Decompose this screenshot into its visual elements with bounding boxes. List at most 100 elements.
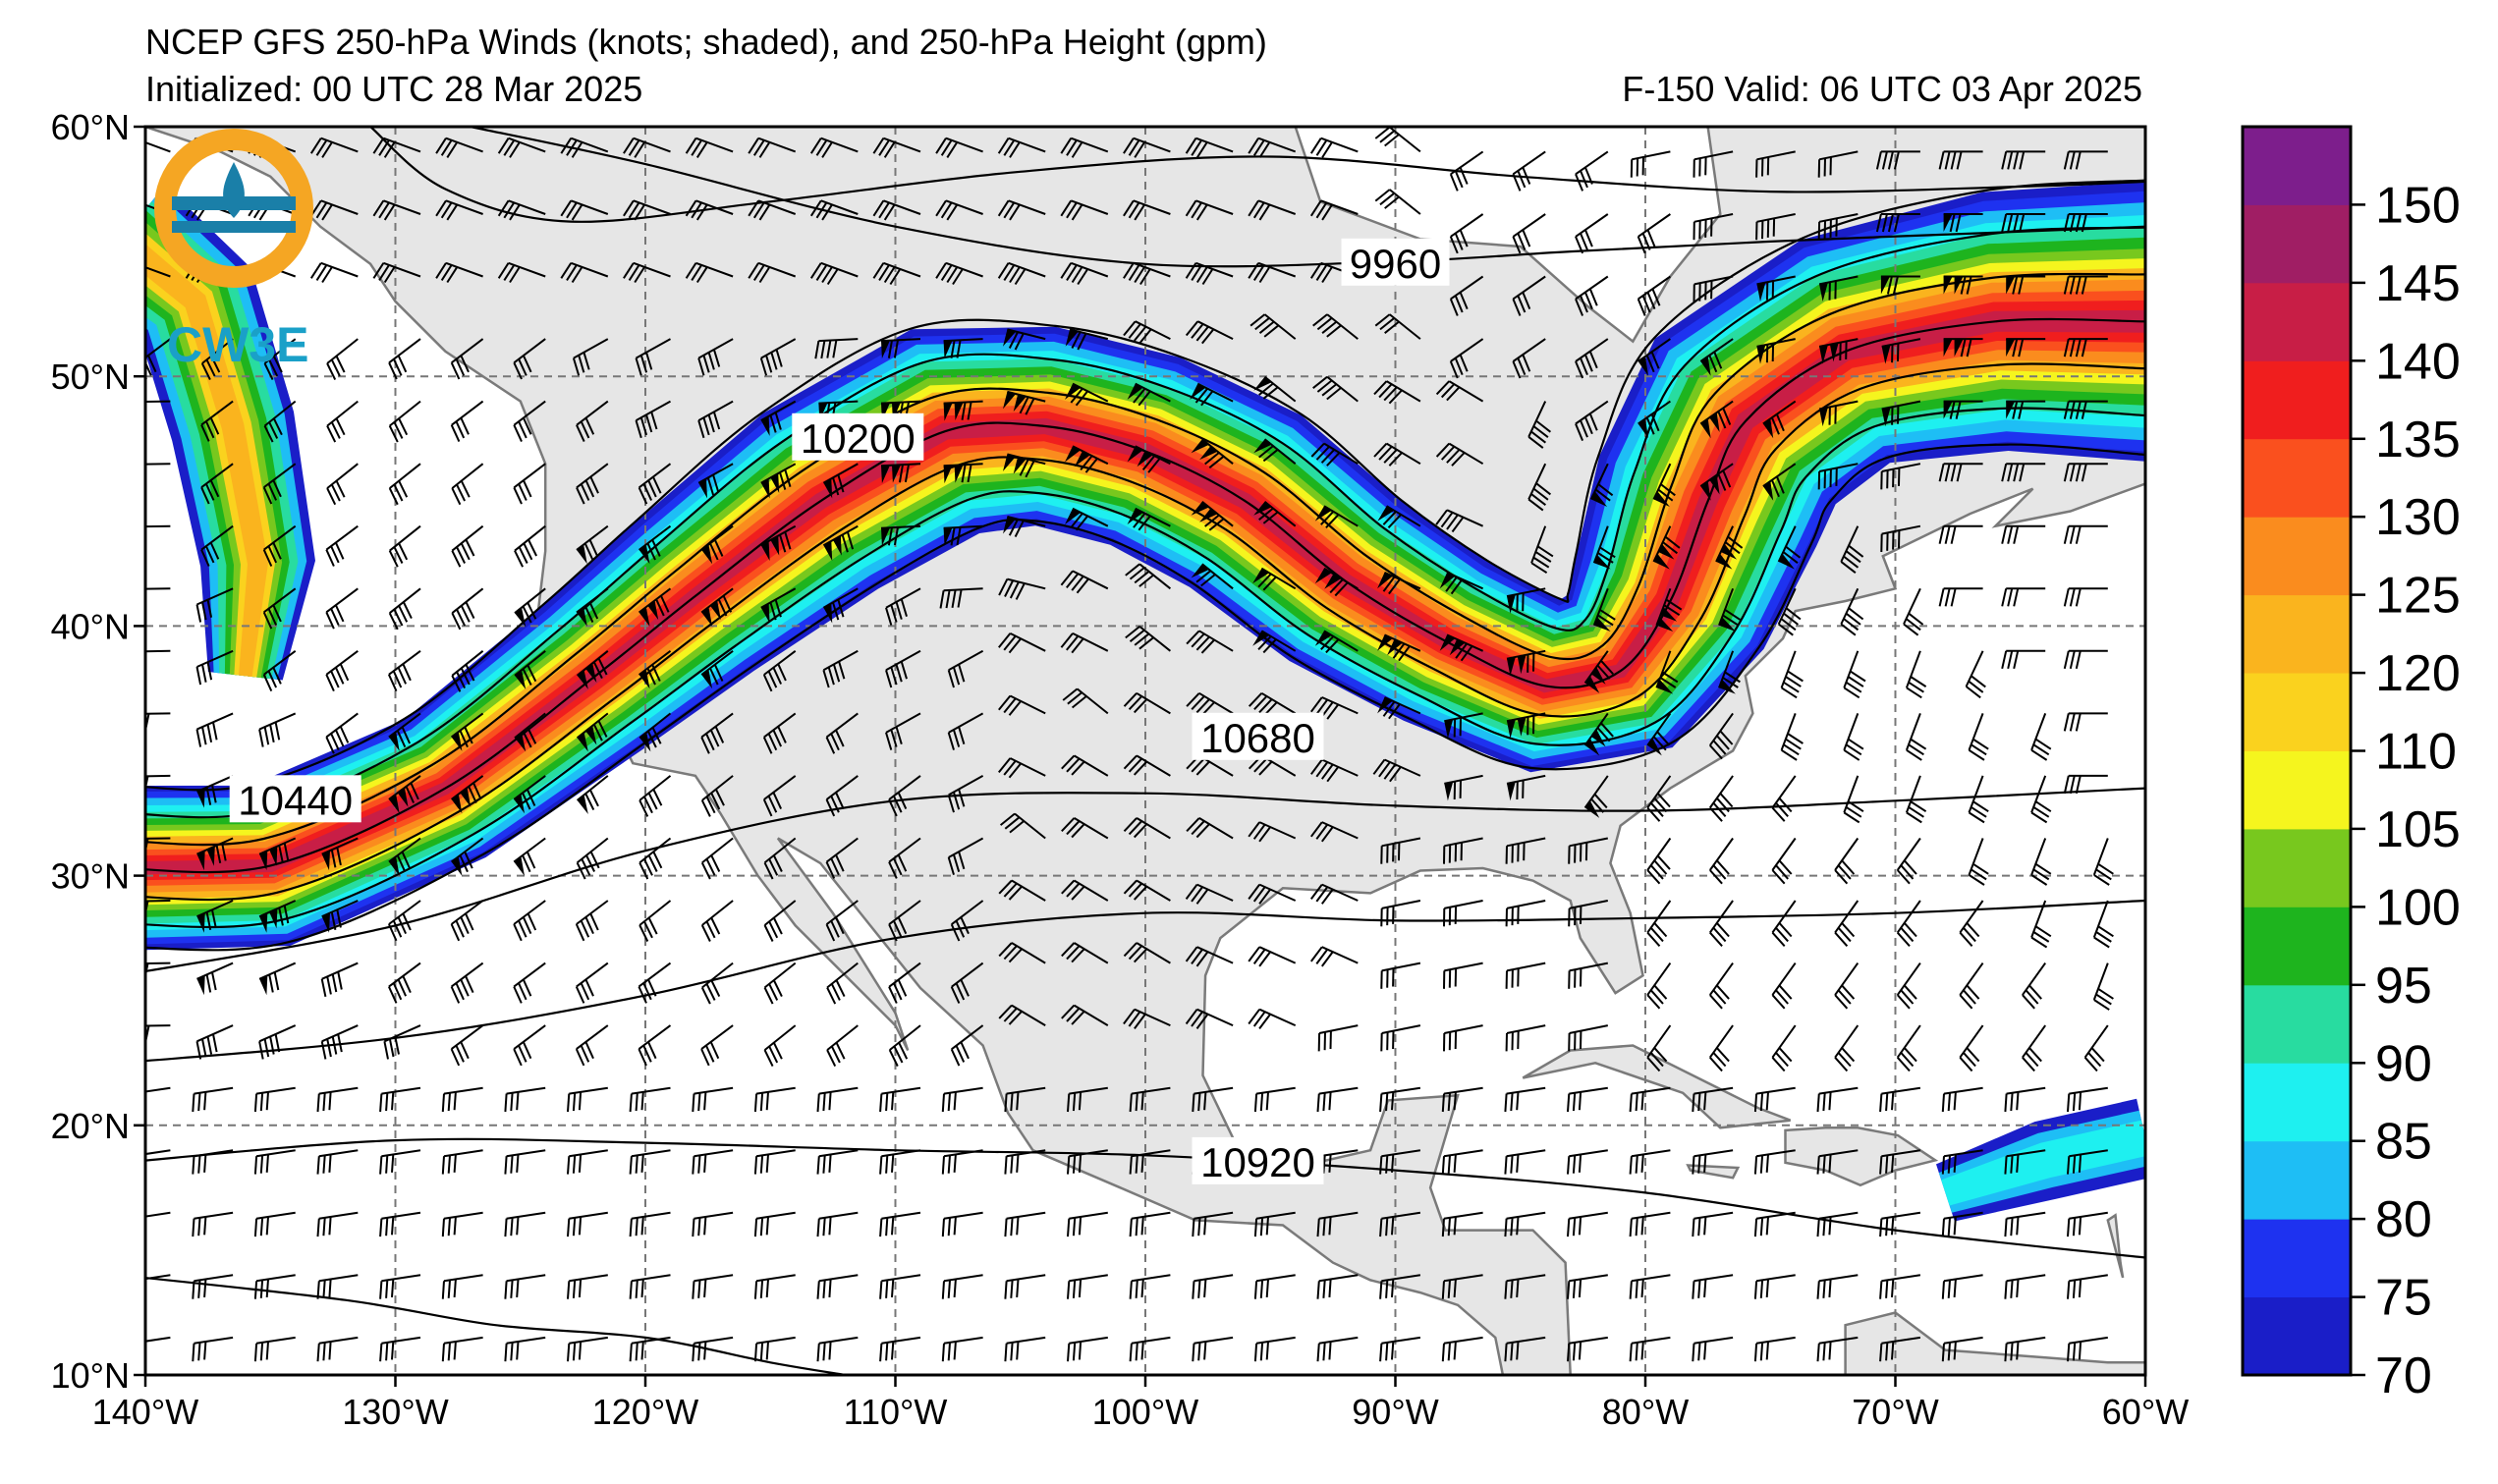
wind-barb xyxy=(1879,1274,1921,1299)
wind-barb xyxy=(497,261,546,284)
wind-barb xyxy=(1379,1149,1421,1175)
colorbar-swatch xyxy=(2243,828,2351,907)
wind-barb xyxy=(196,962,234,996)
wind-barb xyxy=(1312,313,1359,340)
wind-barb xyxy=(1253,375,1297,403)
wind-barb xyxy=(638,1024,672,1067)
wind-barb xyxy=(826,1024,859,1068)
wind-barb xyxy=(1449,275,1484,316)
wind-barb xyxy=(326,400,359,443)
wind-barb xyxy=(145,1336,171,1343)
wind-barb xyxy=(1568,837,1608,864)
wind-barb xyxy=(1905,775,1927,824)
wind-barb xyxy=(388,775,421,814)
wind-barb xyxy=(1310,442,1359,467)
colorbar-label: 140 xyxy=(2375,333,2461,390)
wind-barb xyxy=(1185,1008,1234,1029)
wind-barb xyxy=(1374,127,1421,153)
wind-barb xyxy=(1880,275,1920,295)
wind-barb xyxy=(888,1024,921,1068)
wind-barb xyxy=(450,338,484,380)
contour-label: 10680 xyxy=(1192,712,1324,761)
wind-barb xyxy=(2004,1211,2046,1237)
wind-barb xyxy=(1896,962,1921,1010)
wind-barb xyxy=(435,137,483,158)
wind-barb xyxy=(2063,712,2108,732)
wind-barb xyxy=(1505,900,1546,927)
wind-barb xyxy=(1004,1336,1046,1362)
wind-barb xyxy=(1248,137,1297,158)
wind-barb xyxy=(2022,1024,2047,1072)
wind-barb xyxy=(1843,713,1864,761)
wind-barb xyxy=(1575,275,1609,316)
wind-barb xyxy=(825,900,859,942)
colorbar-swatch xyxy=(2243,517,2351,596)
wind-barb xyxy=(1530,525,1554,575)
wind-barb xyxy=(1905,650,1927,699)
wind-barb xyxy=(1067,1149,1108,1175)
contour-label: 9960 xyxy=(1341,238,1450,287)
wind-barb xyxy=(514,524,546,568)
wind-barb xyxy=(192,1211,234,1237)
wind-barb xyxy=(200,338,234,381)
wind-barb xyxy=(1372,758,1421,783)
wind-barb xyxy=(1879,1211,1921,1237)
wind-barb xyxy=(1127,507,1171,531)
wind-barb xyxy=(1638,338,1671,376)
wind-barb xyxy=(2022,962,2047,1010)
lon-tick-label: 90°W xyxy=(1352,1392,1438,1432)
lat-tick-label: 50°N xyxy=(51,357,130,397)
wind-barb xyxy=(258,900,297,933)
wind-barb xyxy=(1880,463,1921,490)
cw3e-logo: CW3E xyxy=(154,129,313,372)
wind-barb xyxy=(560,199,609,221)
wind-barb xyxy=(1755,213,1796,241)
wind-barb xyxy=(451,463,484,506)
colorbar-swatch xyxy=(2243,1140,2351,1220)
wind-barb xyxy=(1185,883,1234,905)
wind-barb xyxy=(998,694,1046,716)
wind-barb xyxy=(513,775,546,814)
wind-barb xyxy=(762,712,797,754)
wind-barb xyxy=(1777,587,1802,636)
wind-barb xyxy=(941,1211,983,1237)
wind-barb xyxy=(638,775,672,817)
wind-barb xyxy=(1777,525,1802,570)
height-contour xyxy=(145,899,2145,1063)
wind-barb xyxy=(1253,1086,1296,1113)
wind-barb xyxy=(145,524,171,528)
wind-barb xyxy=(1771,962,1797,1010)
wind-barb xyxy=(1505,1024,1546,1052)
wind-barb xyxy=(1377,696,1421,720)
wind-barb xyxy=(760,524,797,561)
wind-barb xyxy=(2001,213,2046,233)
wind-barb xyxy=(2092,962,2114,1011)
wind-barb xyxy=(753,1336,796,1362)
wind-barb xyxy=(1379,1211,1421,1237)
wind-barb xyxy=(1505,962,1546,989)
lon-tick-label: 130°W xyxy=(342,1392,448,1432)
wind-barb xyxy=(1646,775,1672,822)
wind-barb xyxy=(576,400,609,443)
wind-barb xyxy=(253,1274,296,1299)
wind-barb xyxy=(576,650,609,689)
wind-barb xyxy=(2067,1086,2108,1113)
wind-barb xyxy=(379,1274,421,1299)
wind-barb xyxy=(638,712,672,752)
wind-barb xyxy=(1568,1024,1608,1052)
wind-barb xyxy=(1065,507,1109,531)
wind-barb xyxy=(1316,1336,1359,1362)
wind-barb xyxy=(1253,1336,1296,1362)
wind-barb xyxy=(1692,1149,1734,1175)
wind-barb xyxy=(822,463,859,499)
wind-barb xyxy=(879,1336,921,1362)
wind-barb xyxy=(504,1336,546,1362)
wind-barb xyxy=(388,712,421,751)
wind-barb xyxy=(1125,563,1172,590)
wind-barb xyxy=(497,137,546,158)
wind-barb xyxy=(2001,463,2046,482)
wind-barb xyxy=(692,1274,734,1299)
wind-barb xyxy=(943,400,983,421)
wind-barb xyxy=(435,199,483,221)
wind-barb xyxy=(763,837,797,880)
